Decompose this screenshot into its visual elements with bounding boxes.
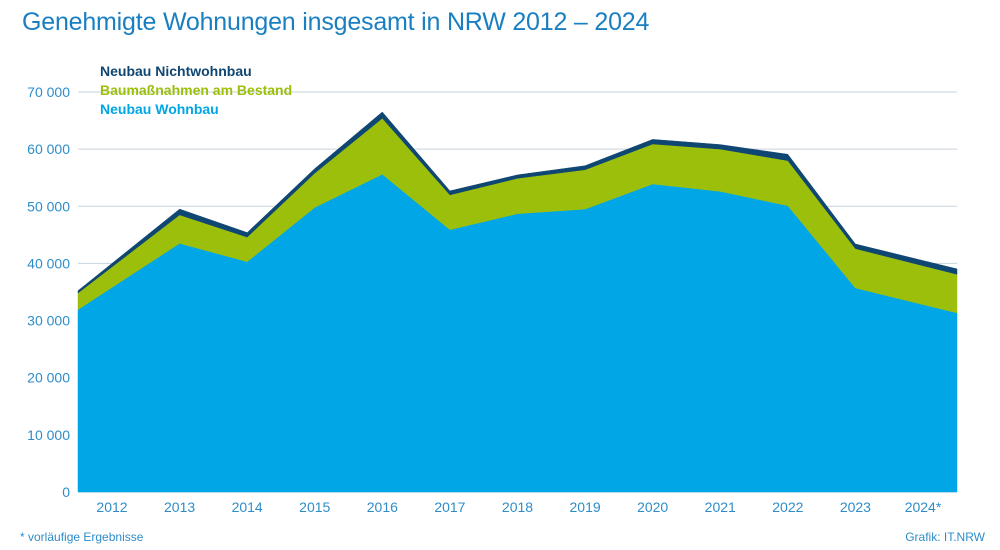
y-tick-label: 40 000 bbox=[27, 255, 70, 271]
x-tick-label: 2024* bbox=[905, 499, 942, 515]
y-tick-label: 10 000 bbox=[27, 427, 70, 443]
y-tick-label: 0 bbox=[62, 484, 70, 500]
x-tick-label: 2019 bbox=[570, 499, 601, 515]
x-tick-label: 2016 bbox=[367, 499, 398, 515]
x-tick-label: 2020 bbox=[637, 499, 668, 515]
x-tick-label: 2023 bbox=[840, 499, 871, 515]
footnote: * vorläufige Ergebnisse bbox=[20, 530, 144, 544]
legend-entry: Neubau Nichtwohnbau bbox=[100, 63, 252, 79]
x-tick-label: 2014 bbox=[232, 499, 263, 515]
legend: Neubau Nichtwohnbau Baumaßnahmen am Besta… bbox=[100, 63, 292, 117]
y-tick-label: 50 000 bbox=[27, 198, 70, 214]
x-tick-label: 2018 bbox=[502, 499, 533, 515]
area-series bbox=[77, 111, 958, 493]
x-tick-label: 2021 bbox=[705, 499, 736, 515]
x-tick-label: 2015 bbox=[299, 499, 330, 515]
x-axis-ticks: 2012 2013 2014 2015 2016 2017 2018 2019 2020 2021… bbox=[96, 499, 941, 515]
legend-entry: Baumaßnahmen am Bestand bbox=[100, 82, 292, 98]
chart-title: Genehmigte Wohnungen insgesamt in NRW 20… bbox=[22, 8, 650, 36]
x-tick-label: 2022 bbox=[772, 499, 803, 515]
legend-entry: Neubau Wohnbau bbox=[100, 101, 219, 117]
y-tick-label: 20 000 bbox=[27, 370, 70, 386]
x-tick-label: 2012 bbox=[96, 499, 127, 515]
y-tick-label: 60 000 bbox=[27, 141, 70, 157]
area-series-3 bbox=[77, 111, 958, 294]
x-tick-label: 2013 bbox=[164, 499, 195, 515]
y-axis-ticks: 0 10 000 20 000 30 000 40 000 50 000 60 000 70 … bbox=[27, 84, 70, 500]
x-tick-label: 2017 bbox=[434, 499, 465, 515]
y-tick-label: 70 000 bbox=[27, 84, 70, 100]
y-tick-label: 30 000 bbox=[27, 313, 70, 329]
source-credit: Grafik: IT.NRW bbox=[905, 530, 985, 544]
